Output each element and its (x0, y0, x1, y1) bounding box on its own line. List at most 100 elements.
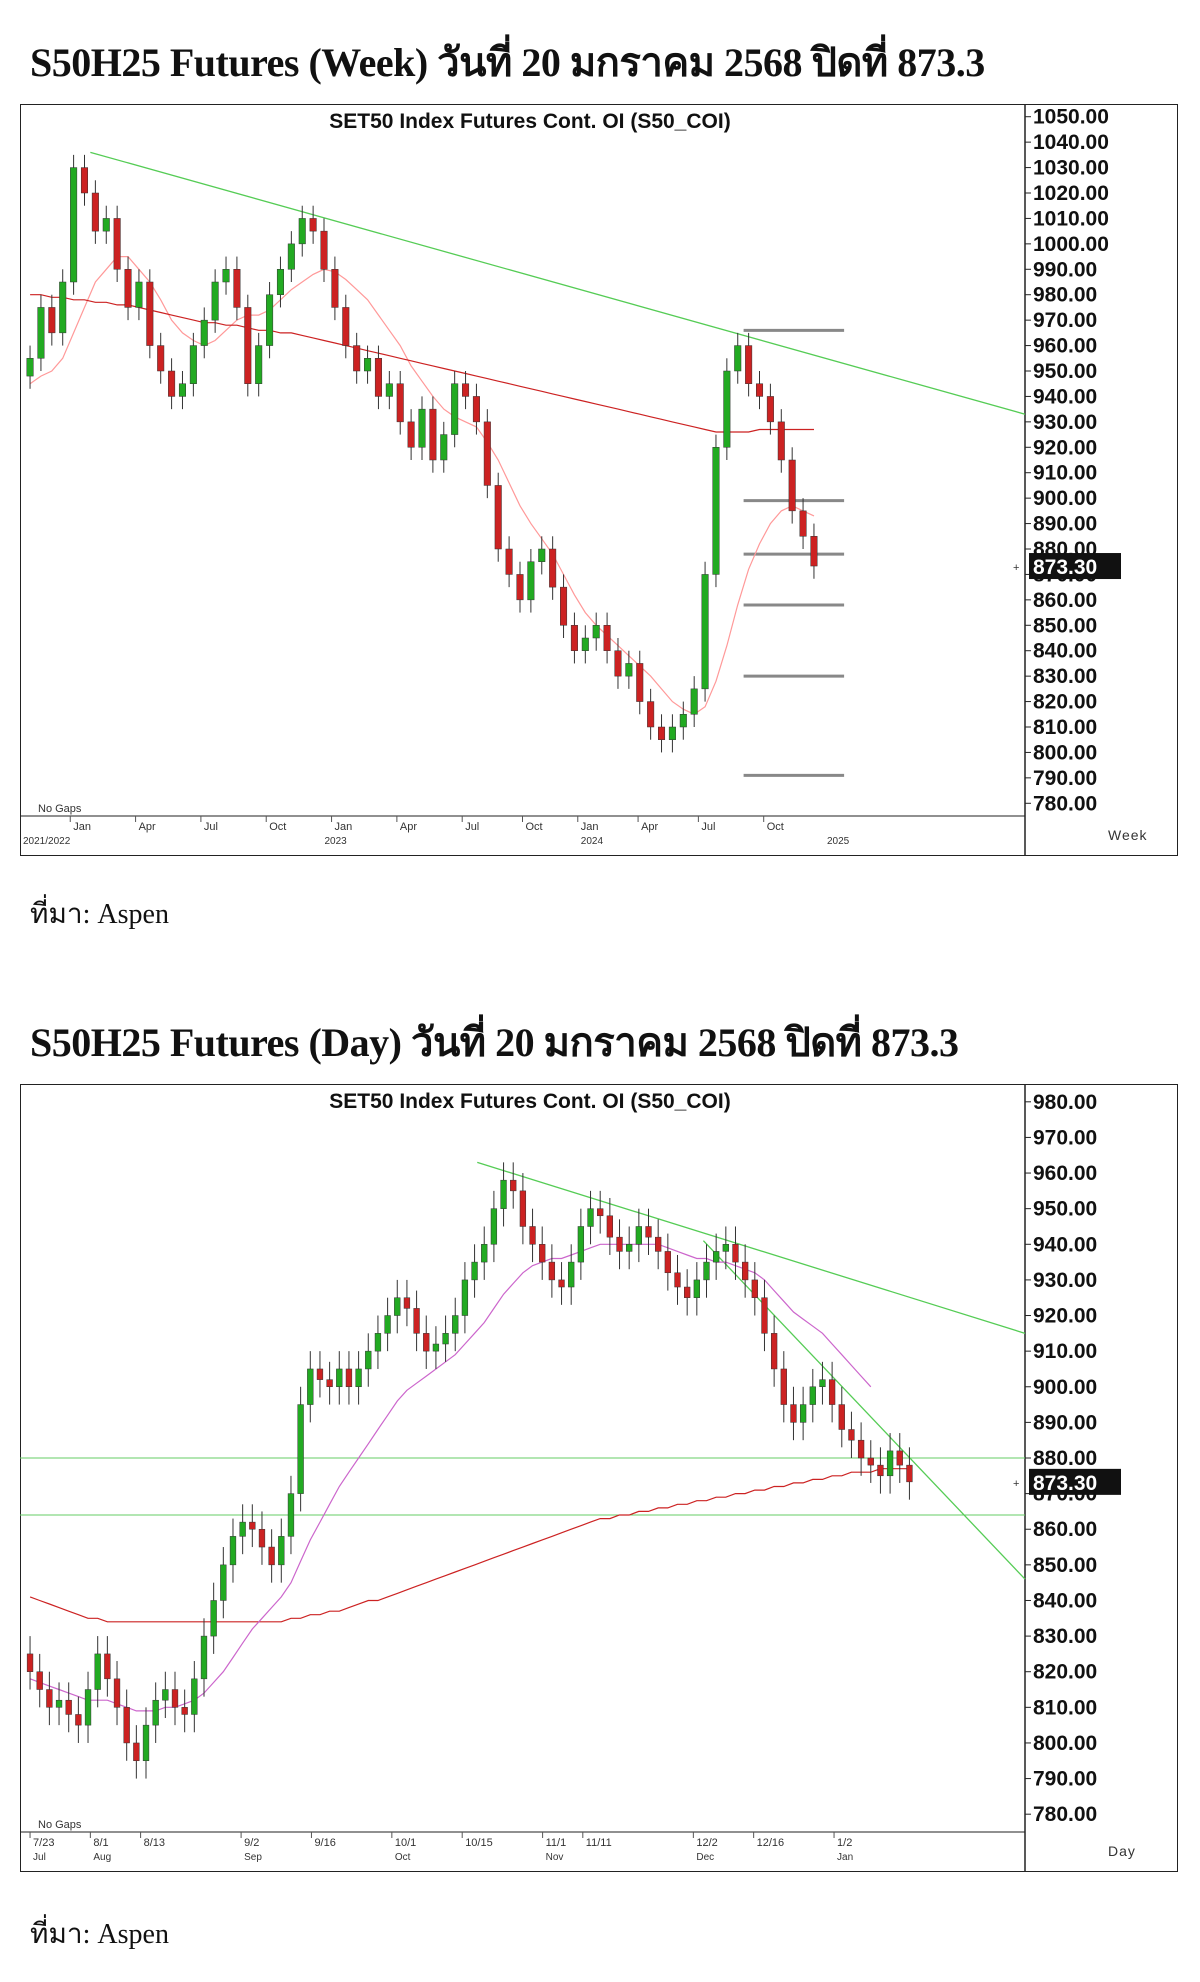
week-xgroup-label: 2025 (827, 836, 850, 847)
week-ma-line (30, 294, 814, 433)
day-candle-body (780, 1368, 787, 1405)
day-last-value: 873.30 (1033, 1472, 1097, 1495)
week-ytick-label: 980.00 (1033, 284, 1097, 307)
day-candle-body (886, 1450, 894, 1477)
week-ytick-label: 1020.00 (1033, 182, 1109, 205)
week-last-value: 873.30 (1033, 556, 1097, 579)
day-candle-body (345, 1368, 353, 1388)
day-candle-body (713, 1251, 720, 1263)
day-candle-body (287, 1493, 295, 1537)
week-candle-body (135, 281, 143, 308)
week-candle-body (124, 269, 132, 308)
day-xgroup-label: Aug (93, 1852, 111, 1863)
day-candle-body (46, 1689, 53, 1708)
day-ytick-label: 970.00 (1033, 1126, 1097, 1149)
week-candle-body (538, 548, 546, 562)
week-ytick-label: 1050.00 (1033, 106, 1109, 129)
week-ytick-label: 1040.00 (1033, 131, 1109, 154)
day-candle-body (896, 1450, 903, 1466)
day-candle-body (500, 1179, 507, 1209)
day-candle-body (94, 1653, 101, 1690)
week-candle-body (614, 650, 622, 677)
week-candle-body (570, 625, 578, 651)
week-xtick-label: Apr (400, 821, 417, 833)
week-candle-body (113, 218, 121, 270)
week-candle-body (516, 574, 524, 601)
day-candle-body (790, 1404, 797, 1423)
week-candle-body (59, 281, 67, 334)
day-candle-body (355, 1368, 362, 1388)
week-candle-body (810, 536, 818, 567)
week-candle-body (766, 396, 774, 423)
day-candle-body (249, 1521, 256, 1530)
day-candle-body (336, 1368, 343, 1388)
day-candle-body (268, 1546, 275, 1566)
week-candle-body (581, 637, 589, 651)
week-xtick-label: Jan (335, 821, 353, 833)
day-candle-body (703, 1261, 710, 1281)
week-candle-body (603, 625, 611, 651)
day-ytick-label: 920.00 (1033, 1305, 1097, 1328)
day-candle-body (529, 1226, 536, 1245)
day-candle-body (587, 1208, 594, 1227)
day-chart-source: ที่มา: Aspen (30, 1919, 169, 1950)
day-ytick-label: 930.00 (1033, 1269, 1097, 1292)
week-candle-body (483, 421, 491, 486)
day-candle-body (693, 1279, 700, 1298)
day-candle-body (867, 1457, 874, 1466)
day-xgroup-label: Sep (244, 1852, 262, 1863)
week-candle-body (244, 307, 252, 384)
day-xtick-label: 12/2 (696, 1837, 717, 1849)
week-candle-body (178, 383, 186, 397)
week-chart-heading: S50H25 Futures (Week) วันที่ 20 มกราคม 2… (30, 40, 985, 85)
week-candle-body (799, 510, 807, 537)
week-candle-body (658, 726, 666, 740)
day-candle-body (200, 1635, 208, 1680)
day-candle-body (210, 1600, 217, 1637)
week-candle-body (80, 167, 89, 194)
week-candle-body (777, 421, 785, 461)
day-note: No Gaps (38, 1819, 82, 1831)
day-xgroup-label: Jan (837, 1852, 853, 1863)
week-ytick-label: 970.00 (1033, 309, 1097, 332)
week-ytick-label: 1000.00 (1033, 233, 1109, 256)
day-candle-body (413, 1308, 420, 1334)
day-candle-body (181, 1707, 188, 1715)
week-candle-body (342, 307, 350, 346)
day-xgroup-label: Nov (546, 1852, 564, 1863)
week-candle-body (364, 358, 372, 372)
day-candle-body (626, 1244, 633, 1252)
day-candle-body (36, 1671, 43, 1690)
week-candle-body (266, 294, 274, 346)
day-candle-body (664, 1251, 671, 1274)
day-xtick-label: 11/11 (586, 1837, 612, 1849)
week-chart: SET50 Index Futures Cont. OI (S50_COI) 10… (20, 104, 1178, 856)
day-candle-body (548, 1261, 556, 1281)
week-candle-body (309, 218, 317, 232)
week-candle-body (734, 345, 742, 372)
week-candle-body (668, 726, 676, 740)
week-trendline (90, 151, 1026, 415)
week-candle-body (37, 307, 45, 359)
week-candle-body (723, 370, 731, 448)
week-candle-body (429, 408, 437, 461)
week-ytick-label: 1030.00 (1033, 157, 1109, 180)
week-ytick-label: 800.00 (1033, 741, 1097, 764)
day-candle-body (278, 1536, 285, 1566)
day-candle-body (403, 1297, 411, 1309)
day-candle-body (761, 1297, 768, 1334)
day-xtick-label: 7/23 (33, 1837, 54, 1849)
week-chart-svg: SET50 Index Futures Cont. OI (S50_COI) 10… (20, 104, 1178, 856)
week-ytick-label: 840.00 (1033, 640, 1097, 663)
week-candle-body (396, 383, 404, 423)
week-ytick-label: 990.00 (1033, 258, 1097, 281)
day-ytick-label: 800.00 (1033, 1732, 1097, 1755)
day-candle-body (297, 1404, 304, 1494)
day-candle-body (490, 1208, 498, 1245)
day-candle-body (655, 1236, 662, 1252)
day-ytick-label: 780.00 (1033, 1803, 1097, 1826)
week-candle-body (298, 218, 306, 245)
day-candle-body (838, 1404, 845, 1430)
week-last-value-box (1029, 553, 1121, 580)
day-title: SET50 Index Futures Cont. OI (S50_COI) (329, 1090, 730, 1113)
